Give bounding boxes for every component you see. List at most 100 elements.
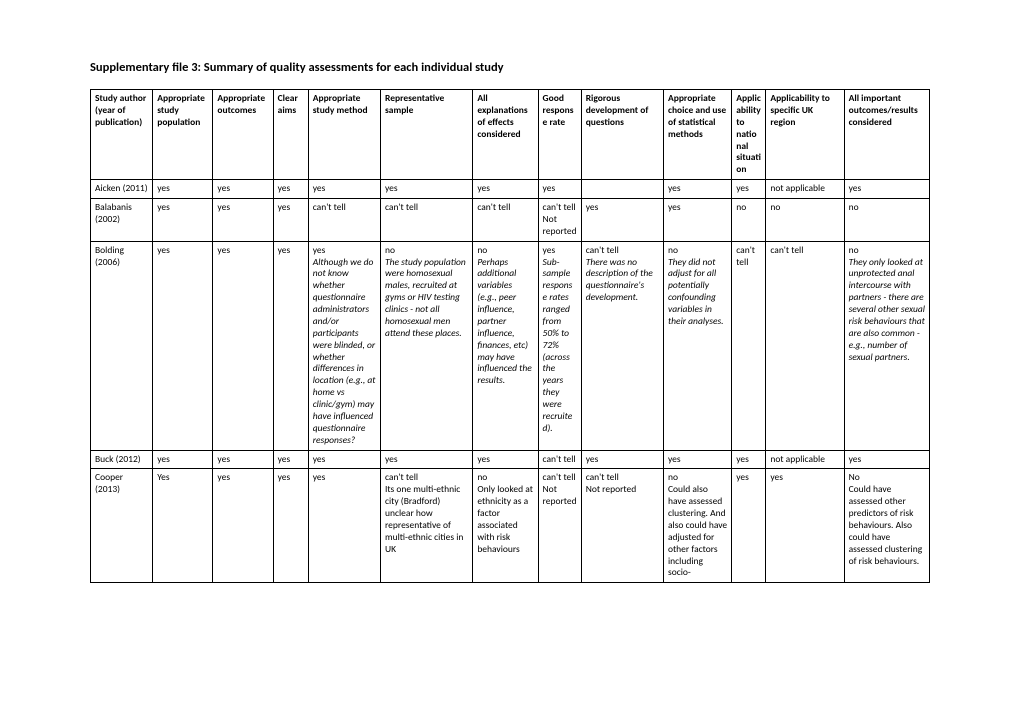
cell: yes — [663, 199, 731, 242]
cell-value: yes — [313, 244, 326, 256]
cell: yes — [308, 469, 380, 583]
table-row: Balabanis (2002) yes yes yes can't tell … — [91, 199, 930, 242]
cell: no They did not adjust for all potential… — [663, 241, 731, 450]
cell-note: There was no description of the question… — [586, 256, 653, 304]
col-header: Study author (year of publication) — [91, 90, 153, 180]
cell: yes — [273, 241, 308, 450]
cell: no — [732, 199, 766, 242]
cell: yes — [273, 469, 308, 583]
cell: can't tell — [766, 241, 844, 450]
cell: can't tell — [473, 199, 538, 242]
cell-value: no — [849, 244, 859, 256]
cell: yes — [732, 469, 766, 583]
cell: yes — [380, 180, 472, 199]
cell: NoCould have assessed other predictors o… — [844, 469, 929, 583]
cell: yes — [766, 469, 844, 583]
col-header: Applicability to specific UK region — [766, 90, 844, 180]
cell: yes — [273, 199, 308, 242]
cell: can't tell — [308, 199, 380, 242]
cell-study: Balabanis (2002) — [91, 199, 153, 242]
col-header: All important outcomes/results considere… — [844, 90, 929, 180]
cell-study: Bolding (2006) — [91, 241, 153, 450]
col-header: Appropriate choice and use of statistica… — [663, 90, 731, 180]
cell: yes — [153, 450, 213, 469]
cell: yes — [308, 450, 380, 469]
cell-value: yes — [543, 244, 556, 256]
cell: yes Although we do not know whether ques… — [308, 241, 380, 450]
cell-value: no — [477, 244, 487, 256]
cell: yes — [844, 450, 929, 469]
cell: yes — [213, 241, 273, 450]
cell: no Perhaps additional variables (e.g., p… — [473, 241, 538, 450]
cell: yes — [213, 469, 273, 583]
cell — [581, 180, 663, 199]
cell: yes — [213, 180, 273, 199]
page-title: Supplementary file 3: Summary of quality… — [90, 60, 930, 75]
cell: yes — [732, 450, 766, 469]
col-header: Good response rate — [538, 90, 581, 180]
cell: can't tell — [538, 450, 581, 469]
col-header: Appropriate outcomes — [213, 90, 273, 180]
cell: no They only looked at unprotected anal … — [844, 241, 929, 450]
cell-note: They only looked at unprotected anal int… — [849, 256, 925, 363]
cell: yes — [732, 180, 766, 199]
cell: no — [766, 199, 844, 242]
cell-note: Sub-sample response rates ranged from 50… — [543, 256, 573, 434]
cell: can't tell — [732, 241, 766, 450]
cell: yes — [663, 450, 731, 469]
cell: yes — [273, 450, 308, 469]
cell: Yes — [153, 469, 213, 583]
cell: can't tell There was no description of t… — [581, 241, 663, 450]
cell: yes — [581, 450, 663, 469]
cell: noCould also have assessed clustering. A… — [663, 469, 731, 583]
col-header: Rigorous development of questions — [581, 90, 663, 180]
cell: can't tellIts one multi-ethnic city (Bra… — [380, 469, 472, 583]
cell-value: can't tell — [586, 244, 619, 256]
col-header: Appropriate study population — [153, 90, 213, 180]
cell: yes — [153, 180, 213, 199]
cell: yes — [380, 450, 472, 469]
cell: yes — [273, 180, 308, 199]
col-header: Appropriate study method — [308, 90, 380, 180]
cell: can't tellNot reported — [538, 199, 581, 242]
col-header: Applicability to national situation — [732, 90, 766, 180]
table-row: Cooper (2013) Yes yes yes yes can't tell… — [91, 469, 930, 583]
cell: can't tellNot reported — [581, 469, 663, 583]
cell: not applicable — [766, 180, 844, 199]
cell: yes — [153, 199, 213, 242]
table-row: Aicken (2011) yes yes yes yes yes yes ye… — [91, 180, 930, 199]
cell: noOnly looked at ethnicity as a factor a… — [473, 469, 538, 583]
cell-study: Cooper (2013) — [91, 469, 153, 583]
col-header: Representative sample — [380, 90, 472, 180]
cell: yes — [213, 450, 273, 469]
cell-note: Perhaps additional variables (e.g., peer… — [477, 256, 531, 387]
cell: can't tellNot reported — [538, 469, 581, 583]
quality-assessment-table: Study author (year of publication) Appro… — [90, 89, 930, 583]
cell: no — [844, 199, 929, 242]
cell: no The study population were homosexual … — [380, 241, 472, 450]
cell-value: no — [668, 244, 678, 256]
cell: yes — [844, 180, 929, 199]
cell-note: They did not adjust for all potentially … — [668, 256, 724, 327]
cell: yes — [473, 450, 538, 469]
cell: yes — [153, 241, 213, 450]
cell: yes — [473, 180, 538, 199]
table-header-row: Study author (year of publication) Appro… — [91, 90, 930, 180]
cell-note: Although we do not know whether question… — [313, 256, 376, 446]
cell: yes — [213, 199, 273, 242]
cell: yes — [538, 180, 581, 199]
table-row: Bolding (2006) yes yes yes yes Although … — [91, 241, 930, 450]
table-row: Buck (2012) yes yes yes yes yes yes can'… — [91, 450, 930, 469]
col-header: All explanations of effects considered — [473, 90, 538, 180]
cell: yes — [308, 180, 380, 199]
cell: not applicable — [766, 450, 844, 469]
cell: yes — [663, 180, 731, 199]
cell: can't tell — [380, 199, 472, 242]
cell-note: The study population were homosexual mal… — [385, 256, 466, 339]
cell: yes Sub-sample response rates ranged fro… — [538, 241, 581, 450]
cell-study: Aicken (2011) — [91, 180, 153, 199]
cell: yes — [581, 199, 663, 242]
cell-study: Buck (2012) — [91, 450, 153, 469]
cell-value: no — [385, 244, 395, 256]
col-header: Clear aims — [273, 90, 308, 180]
